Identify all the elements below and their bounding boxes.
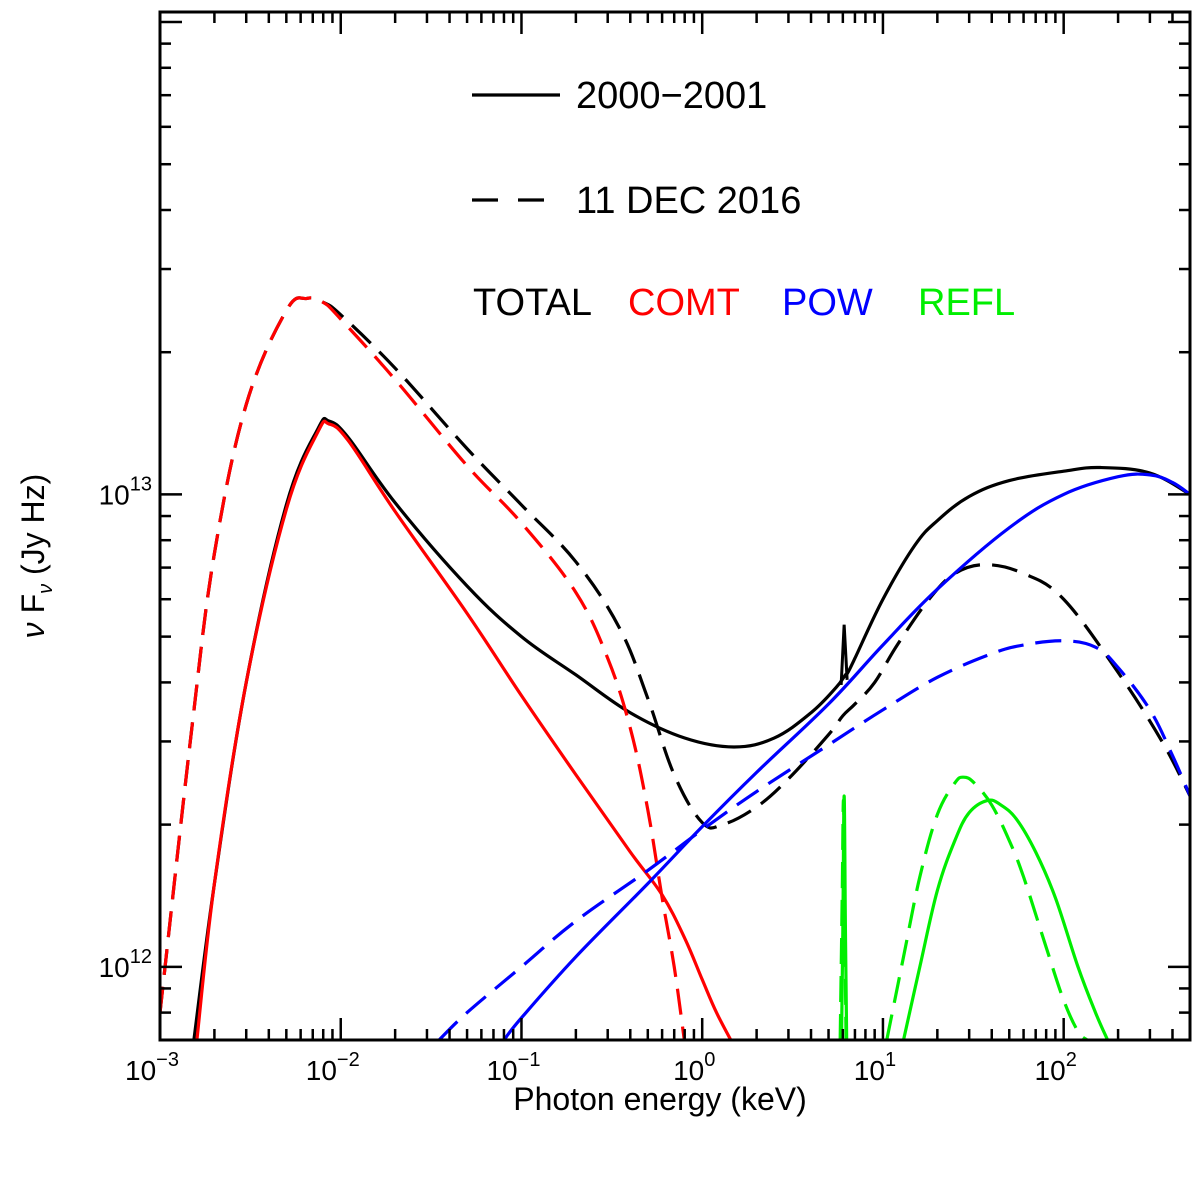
plot-area <box>160 296 1190 1040</box>
plot-frame <box>158 10 1192 1042</box>
axes: 10−3 10−2 10−1 100 101 102 1012 1013 Photon ener… <box>15 10 1192 1117</box>
legend-label-dashed: 11 DEC 2016 <box>576 180 801 222</box>
series-line-refl-11-dec-2016 <box>885 775 1089 1040</box>
series-line-pow-2000-2001 <box>502 472 1190 1040</box>
x-tick-label-0: 10−3 <box>125 1049 179 1086</box>
y-axis-title: ν Fν (Jy Hz) <box>15 474 57 639</box>
x-tick-label-1: 10−2 <box>306 1049 360 1086</box>
x-tick-label-4: 101 <box>854 1049 896 1086</box>
x-tick-label-3: 100 <box>673 1049 715 1086</box>
legend-component-comt: COMT <box>628 282 740 324</box>
legend: 2000−2001 11 DEC 2016 TOTAL COMT POW REFL <box>472 75 1015 324</box>
legend-component-pow: POW <box>782 282 873 324</box>
fe-line-spike <box>839 624 849 686</box>
series-line-refl-fe-line-11-dec-2016 <box>838 798 848 1040</box>
series-line-pow-11-dec-2016 <box>437 639 1190 1040</box>
x-tick-label-2: 10−1 <box>486 1049 540 1086</box>
series-line-comt-11-dec-2016 <box>160 296 686 1040</box>
y-tick-label-1: 1013 <box>99 473 152 510</box>
svg-text:ν Fν (Jy Hz): ν Fν (Jy Hz) <box>15 474 57 639</box>
series-line-refl-2000-2001 <box>901 798 1110 1040</box>
series-line-comt-2000-2001 <box>195 419 733 1040</box>
legend-label-solid: 2000−2001 <box>576 75 767 117</box>
legend-component-refl: REFL <box>918 282 1015 324</box>
series-line-total-11-dec-2016 <box>160 296 1190 1013</box>
x-tick-label-5: 102 <box>1035 1049 1077 1086</box>
series-line-total-2000-2001 <box>192 416 1190 1040</box>
x-axis-title: Photon energy (keV) <box>513 1081 807 1117</box>
y-tick-label-0: 1012 <box>99 946 152 983</box>
legend-component-total: TOTAL <box>473 282 592 324</box>
